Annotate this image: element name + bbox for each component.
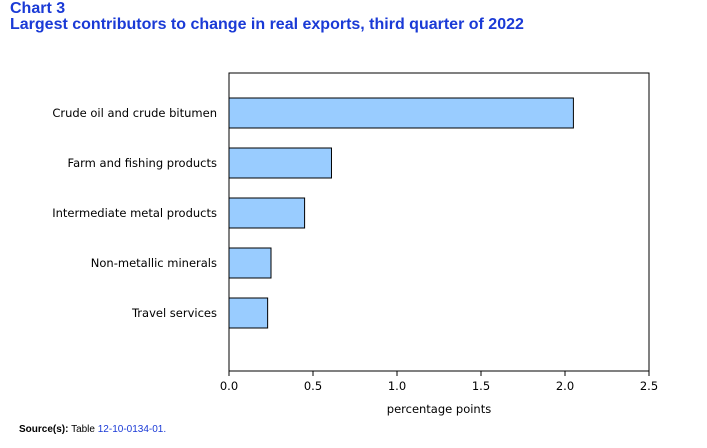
x-tick-label-1: 0.5 (304, 379, 322, 393)
x-tick-label-2: 1.0 (388, 379, 406, 393)
bar-4 (228, 297, 269, 329)
bar-2 (228, 197, 306, 229)
chart-title: Largest contributors to change in real e… (10, 16, 524, 33)
category-label-0: Crude oil and crude bitumen (52, 106, 217, 120)
x-axis-label: percentage points (387, 402, 491, 416)
category-label-4: Travel services (131, 306, 217, 320)
bar-3 (228, 247, 272, 279)
category-label-2: Intermediate metal products (52, 206, 217, 220)
x-tick-label-5: 2.5 (640, 379, 658, 393)
bar-1 (228, 147, 332, 179)
source-text: Table (71, 424, 95, 435)
category-label-3: Non-metallic minerals (91, 256, 217, 270)
x-tick-label-3: 1.5 (472, 379, 490, 393)
source-label: Source(s): (19, 424, 69, 435)
source-note: Source(s): Table 12-10-0134-01. (19, 424, 166, 435)
bar-0 (228, 97, 574, 129)
x-tick-label-0: 0.0 (220, 379, 238, 393)
category-label-1: Farm and fishing products (68, 156, 217, 170)
x-tick-label-4: 2.0 (556, 379, 574, 393)
source-table-link[interactable]: 12-10-0134-01. (97, 424, 167, 435)
chart-number: Chart 3 (10, 0, 66, 17)
